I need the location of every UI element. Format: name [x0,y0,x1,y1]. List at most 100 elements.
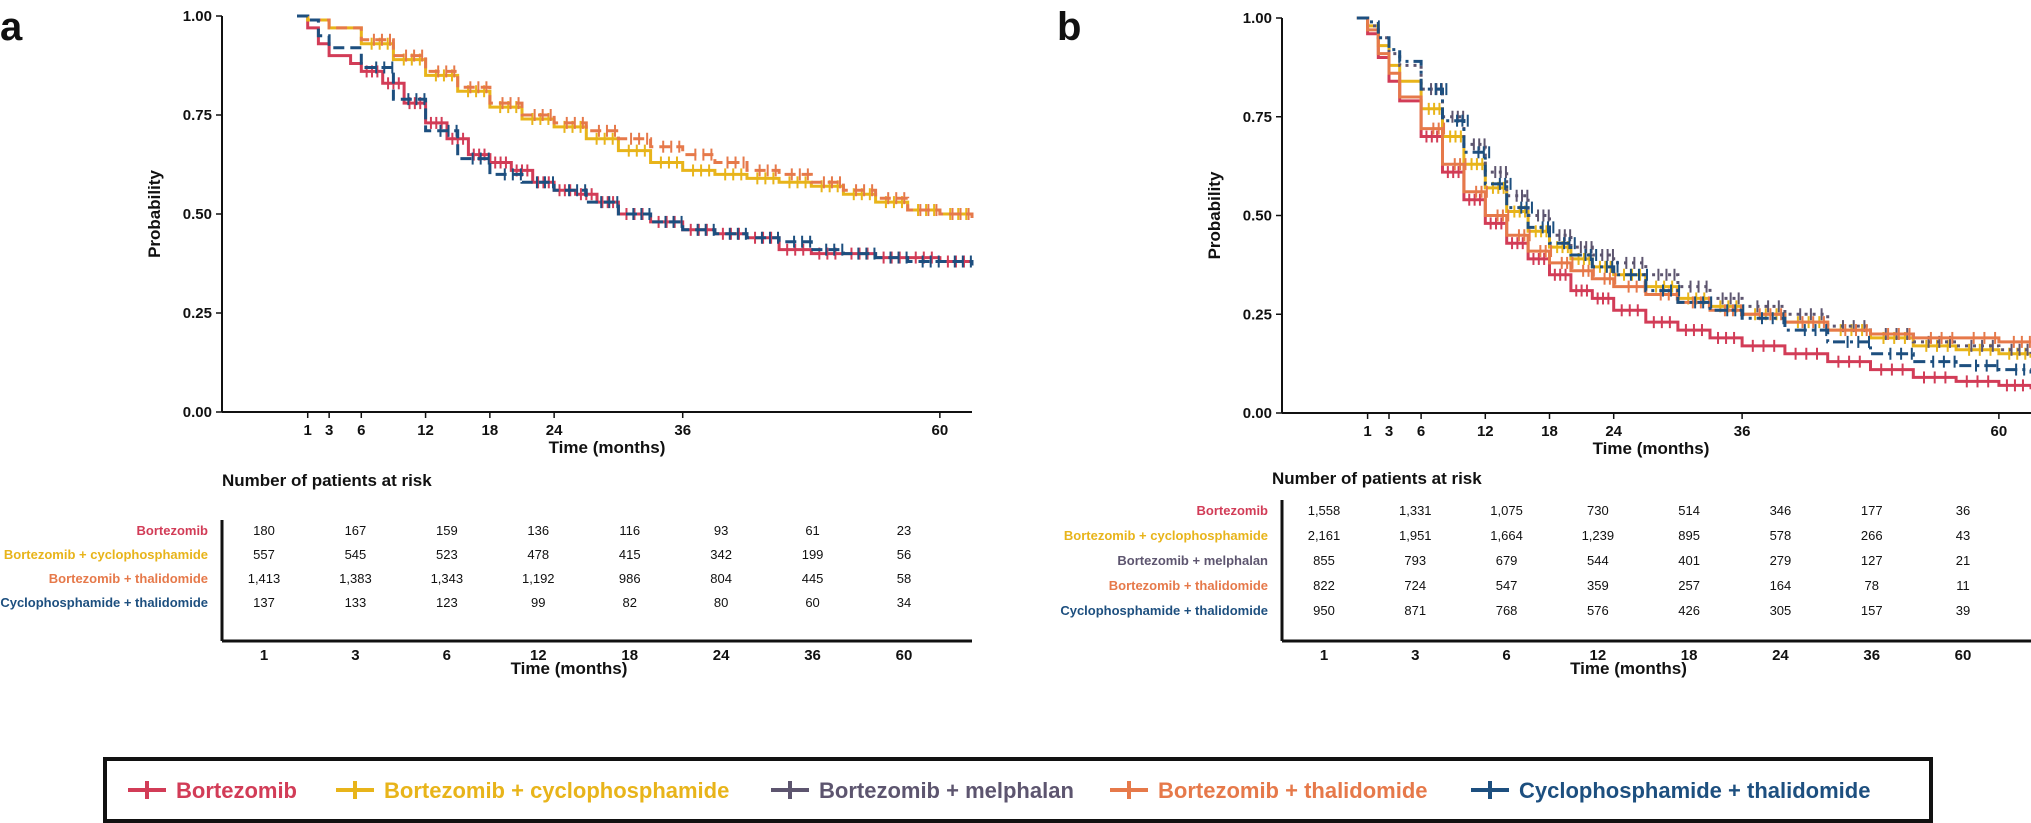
risk-cell: 34 [897,595,911,610]
risk-cell: 164 [1770,578,1792,593]
risk-cell: 21 [1956,553,1970,568]
legend-item-bortezomib: Bortezomib [128,778,297,803]
x-tick-label: 12 [417,422,434,439]
risk-cell: 177 [1861,503,1883,518]
legend-label: Bortezomib + thalidomide [1158,778,1428,803]
risk-cell: 1,383 [339,571,372,586]
risk-cell: 159 [436,523,458,538]
series-line-cyclophosphamide-thalidomide [1356,16,2031,374]
x-tick-label: 18 [1541,423,1558,440]
risk-cell: 1,558 [1308,503,1341,518]
x-tick-label: 18 [482,422,499,439]
legend-box [103,757,1933,823]
x-tick-label: 1 [304,422,312,439]
risk-time-label: 12 [1590,647,1607,664]
risk-time-label: 6 [443,647,451,664]
risk-cell: 80 [714,595,728,610]
risk-time-label: 24 [1772,647,1789,664]
risk-time-label: 18 [1681,647,1698,664]
y-tick-label: 1.00 [183,8,212,25]
legend-label: Cyclophosphamide + thalidomide [1519,778,1870,803]
risk-cell: 401 [1678,553,1700,568]
risk-cell: 346 [1770,503,1792,518]
risk-cell: 36 [1956,503,1970,518]
risk-cell: 23 [897,523,911,538]
risk-cell: 986 [619,571,641,586]
censor-marks-bortezomib-melphalan [1430,83,2029,356]
risk-cell: 136 [527,523,549,538]
risk-time-label: 36 [804,647,821,664]
censor-marks-bortezomib [365,65,965,268]
x-tick-label: 60 [932,422,949,439]
censor-marks-cyclophosphamide-thalidomide [375,61,972,268]
risk-cell: 257 [1678,578,1700,593]
risk-cell: 1,192 [522,571,555,586]
censor-marks-bortezomib-thalidomide [372,33,970,220]
risk-cell: 180 [253,523,275,538]
risk-cell: 39 [1956,603,1970,618]
risk-cell: 576 [1587,603,1609,618]
risk-table-title: Number of patients at risk [1272,469,1482,488]
risk-cell: 822 [1313,578,1335,593]
series-line-bortezomib [1356,16,2031,390]
risk-cell: 1,331 [1399,503,1432,518]
x-axis-label: Time (months) [1593,439,1710,458]
risk-cell: 78 [1864,578,1878,593]
risk-cell: 359 [1587,578,1609,593]
risk-cell: 793 [1404,553,1426,568]
x-tick-label: 36 [1734,423,1751,440]
risk-cell: 478 [527,547,549,562]
y-tick-label: 0.00 [1243,405,1272,422]
risk-time-label: 18 [621,647,638,664]
risk-row-name: Cyclophosphamide + thalidomide [0,595,208,610]
risk-row-name: Bortezomib + thalidomide [1109,578,1268,593]
x-tick-label: 3 [325,422,333,439]
risk-cell: 116 [619,523,640,538]
risk-cell: 730 [1587,503,1609,518]
risk-cell: 199 [802,547,824,562]
risk-cell: 1,951 [1399,528,1432,543]
series-line-bortezomib-cyclophosphamide [297,14,972,216]
panel-label: a [0,5,23,49]
series-line-cyclophosphamide-thalidomide [297,14,974,266]
risk-cell: 93 [714,523,728,538]
risk-cell: 157 [1861,603,1883,618]
legend-label: Bortezomib + melphalan [819,778,1074,803]
legend-item-bortezomib-cyclophosphamide: Bortezomib + cyclophosphamide [336,778,729,803]
x-tick-label: 60 [1991,423,2008,440]
risk-row-name: Bortezomib + melphalan [1117,553,1268,568]
x-tick-label: 6 [1417,423,1425,440]
x-tick-label: 3 [1385,423,1393,440]
series-line-bortezomib-thalidomide [297,14,974,218]
risk-time-label: 3 [1411,647,1419,664]
risk-table-xlabel: Time (months) [1570,659,1687,678]
risk-cell: 127 [1861,553,1883,568]
risk-cell: 61 [805,523,819,538]
risk-cell: 82 [622,595,636,610]
risk-cell: 557 [253,547,275,562]
risk-cell: 133 [345,595,367,610]
risk-row-name: Bortezomib + thalidomide [49,571,208,586]
risk-cell: 578 [1770,528,1792,543]
risk-cell: 58 [897,571,911,586]
risk-cell: 855 [1313,553,1335,568]
risk-time-label: 24 [713,647,730,664]
risk-cell: 342 [710,547,732,562]
risk-cell: 60 [805,595,819,610]
risk-cell: 724 [1404,578,1426,593]
panel-label: b [1057,5,1081,49]
risk-cell: 547 [1496,578,1518,593]
x-tick-label: 1 [1363,423,1371,440]
x-tick-label: 24 [1605,423,1622,440]
series-line-bortezomib-cyclophosphamide [1356,16,2031,358]
risk-cell: 1,664 [1490,528,1523,543]
risk-row-name: Cyclophosphamide + thalidomide [1060,603,1268,618]
risk-cell: 426 [1678,603,1700,618]
y-tick-label: 0.00 [183,404,212,421]
risk-cell: 99 [531,595,545,610]
risk-cell: 2,161 [1308,528,1341,543]
x-tick-label: 6 [357,422,365,439]
y-tick-label: 0.75 [183,107,212,124]
